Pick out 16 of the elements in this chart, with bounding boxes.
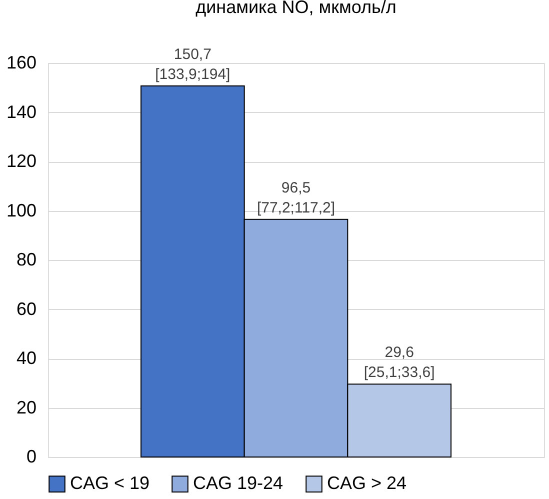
legend-label: CAG > 24 bbox=[327, 473, 407, 494]
y-tick-label: 140 bbox=[6, 102, 36, 122]
legend-label: CAG 19-24 bbox=[193, 473, 284, 494]
y-tick-label: 160 bbox=[6, 52, 36, 72]
data-label: 29,6 [25,1;33,6] bbox=[364, 344, 435, 382]
data-label: 96,5 [77,2;117,2] bbox=[256, 179, 336, 216]
data-label: 150,7 [133,9;194] bbox=[155, 46, 230, 83]
legend-label: CAG < 19 bbox=[70, 473, 150, 494]
y-tick-label: 20 bbox=[16, 397, 36, 418]
y-tick-label: 60 bbox=[16, 298, 36, 319]
y-tick-label: 0 bbox=[26, 446, 36, 466]
chart-title: динамика NO, мкмоль/л bbox=[196, 0, 396, 17]
y-tick-label: 80 bbox=[16, 250, 36, 270]
y-tick-label: 100 bbox=[6, 200, 36, 220]
y-tick-label: 40 bbox=[16, 348, 36, 368]
y-tick-label: 120 bbox=[6, 151, 36, 171]
